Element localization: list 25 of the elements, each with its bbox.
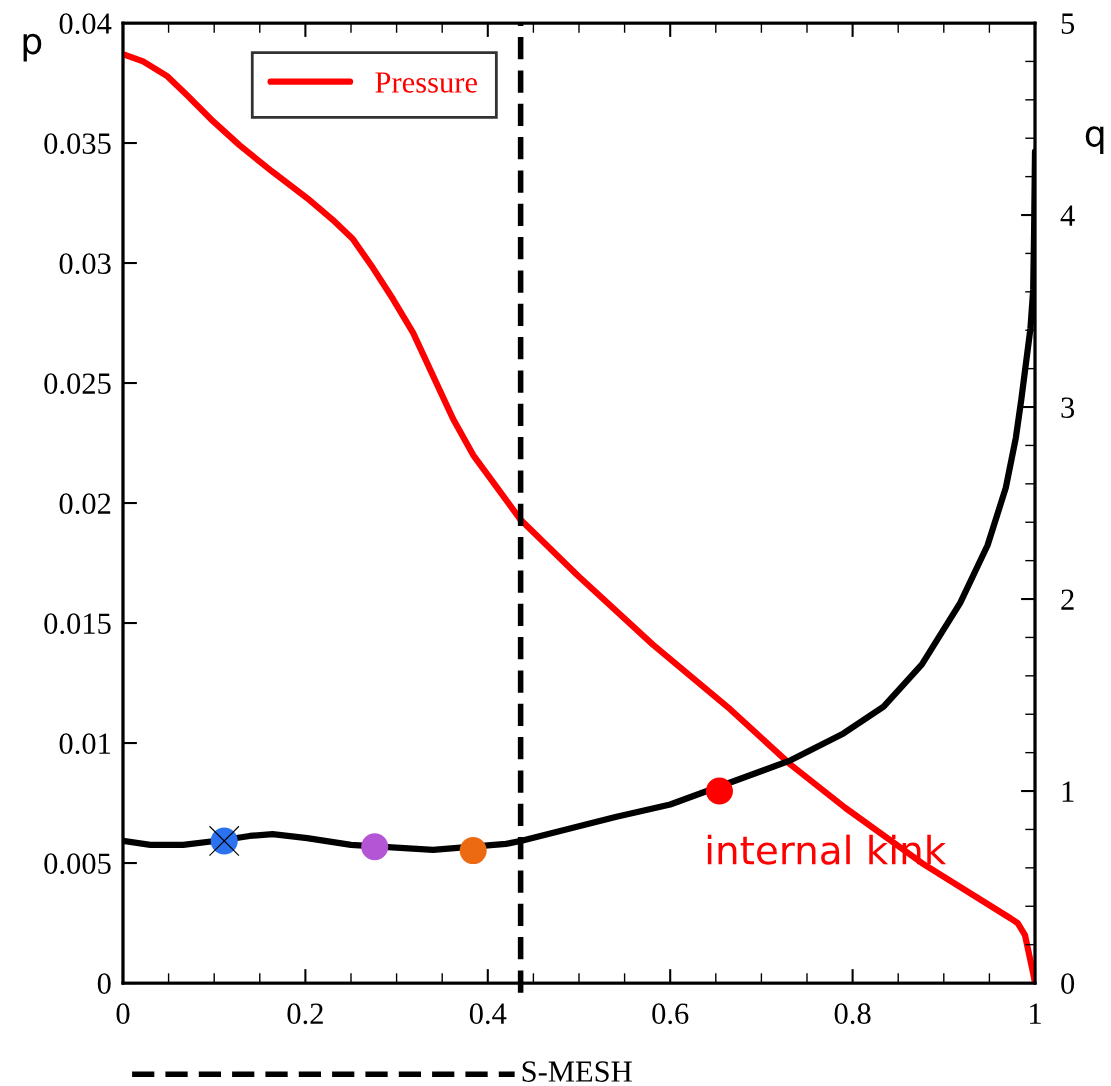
x-tick-label: 1	[1030, 1003, 1041, 1024]
y-tick-label: 0.005	[44, 853, 111, 875]
ref-line-label: S-MESH	[522, 1061, 632, 1082]
y-tick-label: 0.01	[59, 733, 111, 755]
x-tick-label: 0.6	[652, 1003, 689, 1025]
y-tick-label: 0.015	[44, 613, 111, 635]
y2-tick-label: 3	[1061, 397, 1075, 418]
x-tick-label: 0	[116, 1003, 130, 1024]
y-axis-title: p	[23, 33, 42, 62]
y-tick-label: 0.04	[59, 13, 112, 35]
y2-tick-label: 5	[1061, 13, 1075, 34]
y2-tick-label: 0	[1061, 973, 1075, 994]
y2-tick-label: 1	[1062, 781, 1074, 802]
y2-tick-label: 2	[1061, 589, 1074, 610]
legend-label: Pressure	[375, 72, 477, 93]
x-tick-label: 0.8	[834, 1003, 871, 1025]
x-tick-label: 0.4	[469, 1003, 507, 1025]
y-tick-label: 0.03	[59, 253, 111, 275]
y-tick-label: 0.02	[59, 493, 111, 515]
y2-tick-label: 4	[1060, 205, 1075, 226]
x-tick-label: 0.2	[287, 1003, 323, 1025]
y2-axis-title: q	[1085, 126, 1104, 154]
y-tick-label: 0	[97, 973, 111, 994]
y-tick-label: 0.025	[44, 373, 111, 395]
y-tick-label: 0.035	[44, 133, 111, 155]
